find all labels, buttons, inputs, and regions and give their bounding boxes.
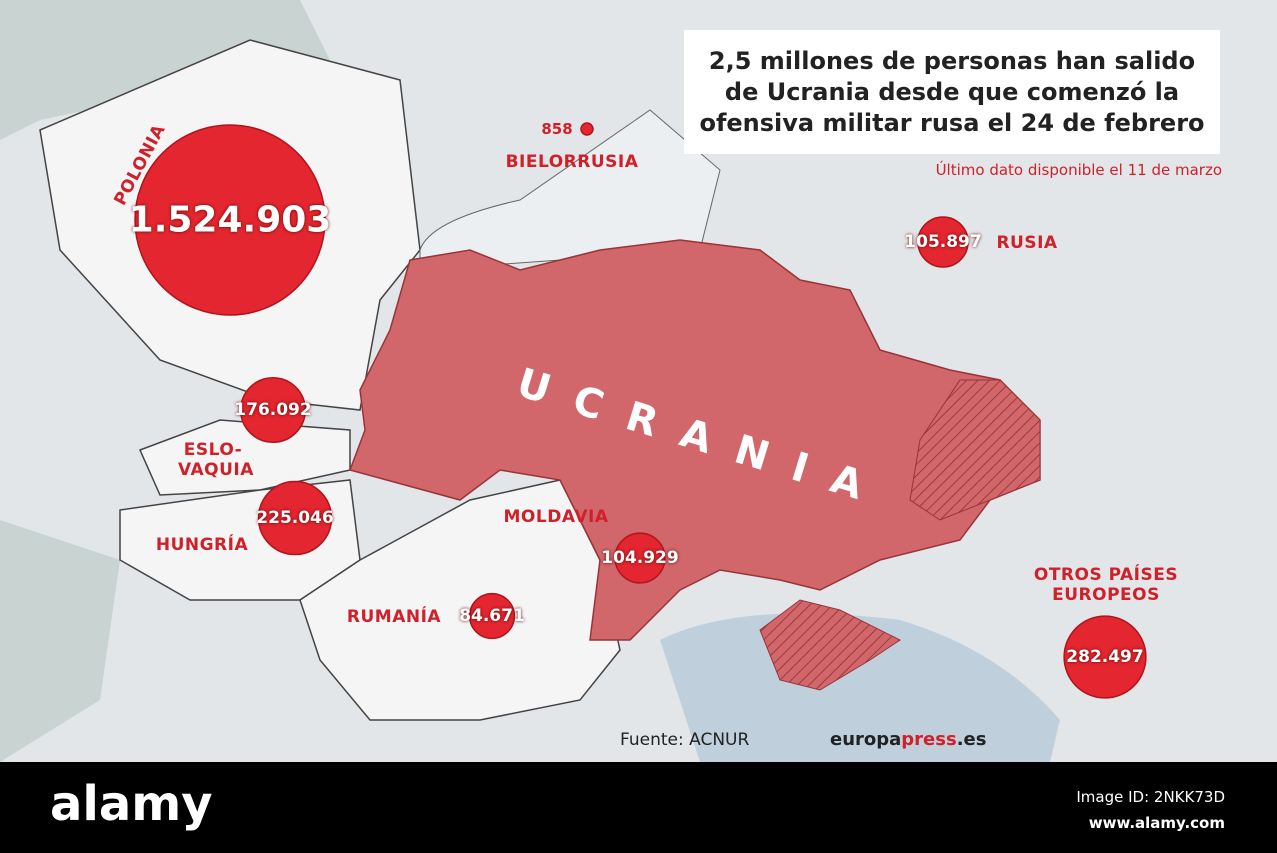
brand-plain: europa bbox=[830, 729, 902, 750]
watermark-bar: alamy Image ID: 2NKK73D www.alamy.com bbox=[0, 762, 1277, 853]
country-name: OTROS PAÍSES EUROPEOS bbox=[1033, 565, 1179, 605]
country-name: MOLDAVIA bbox=[503, 507, 609, 527]
brand-suffix: .es bbox=[956, 729, 987, 750]
romania bbox=[299, 479, 621, 721]
country-name: BIELORRUSIA bbox=[505, 152, 639, 172]
refugee-count: 104.929 bbox=[601, 548, 679, 568]
brand: europapress.es bbox=[830, 729, 986, 750]
watermark-url: www.alamy.com bbox=[1088, 814, 1225, 832]
refugee-circle bbox=[580, 122, 594, 136]
country-name: RUSIA bbox=[996, 233, 1058, 253]
refugee-circle bbox=[1063, 615, 1147, 699]
country-name: RUMANÍA bbox=[346, 607, 442, 627]
refugee-count: 1.524.903 bbox=[128, 199, 332, 241]
image-id: Image ID: 2NKK73D bbox=[1076, 788, 1225, 806]
watermark-logo: alamy bbox=[50, 776, 213, 832]
title: 2,5 millones de personas han salido de U… bbox=[684, 30, 1220, 154]
crimea bbox=[759, 599, 901, 691]
occupied-east bbox=[909, 379, 1041, 521]
refugee-count: 84.671 bbox=[459, 606, 525, 626]
refugee-count: 858 bbox=[541, 120, 573, 138]
refugee-count: 225.046 bbox=[256, 508, 334, 528]
refugee-circle bbox=[917, 216, 969, 268]
refugee-circle bbox=[134, 124, 326, 316]
refugee-circle bbox=[614, 532, 666, 584]
black-sea bbox=[660, 613, 1060, 762]
subtitle: Último dato disponible el 11 de marzo bbox=[935, 161, 1222, 179]
brand-bold: press bbox=[901, 729, 957, 750]
ukraine bbox=[349, 239, 1041, 641]
refugee-circle bbox=[257, 480, 333, 556]
refugee-circle bbox=[239, 376, 307, 444]
country-name: HUNGRÍA bbox=[155, 535, 249, 555]
refugee-count: 282.497 bbox=[1066, 647, 1144, 667]
refugee-count: 105.897 bbox=[904, 232, 982, 252]
country-name: ESLO-VAQUIA bbox=[178, 440, 254, 480]
source: Fuente: ACNUR bbox=[620, 730, 750, 750]
refugee-count: 176.092 bbox=[234, 400, 312, 420]
belarus bbox=[419, 109, 721, 271]
terrain bbox=[0, 0, 330, 762]
refugee-circle bbox=[468, 592, 516, 640]
